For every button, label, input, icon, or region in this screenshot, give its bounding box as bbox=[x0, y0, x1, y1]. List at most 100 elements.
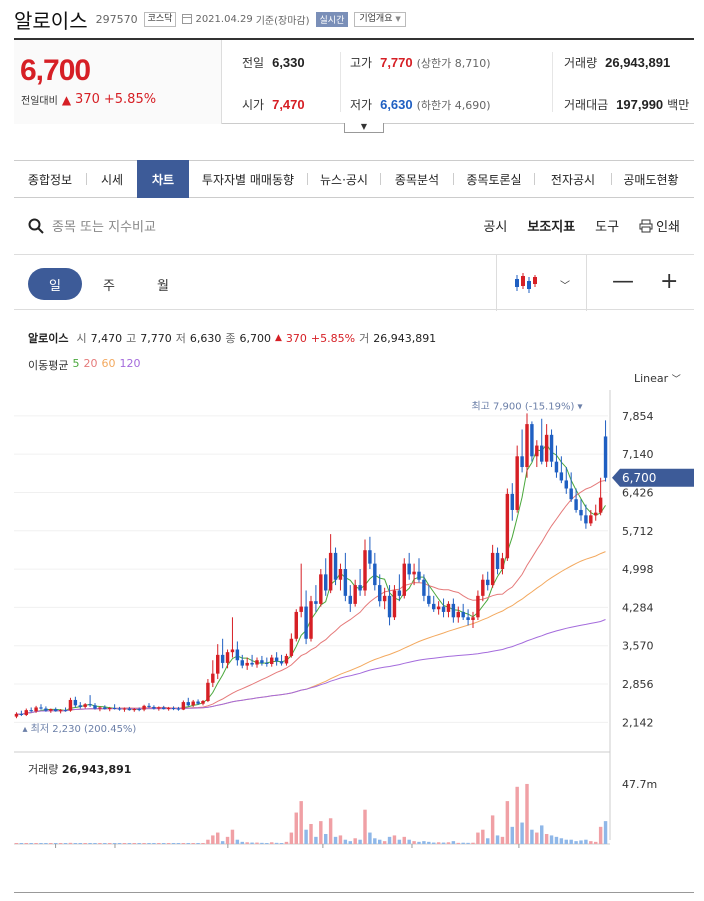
ma-label: 이동평균 bbox=[28, 359, 69, 372]
candle bbox=[162, 707, 166, 710]
candle bbox=[603, 436, 608, 478]
period-week-button[interactable]: 주 bbox=[103, 278, 115, 294]
zoom-in-button[interactable]: + bbox=[660, 269, 679, 294]
min-price-annotation: ▴ 최저 2,230 (200.45%) bbox=[22, 723, 136, 735]
candle bbox=[378, 585, 382, 602]
candle bbox=[427, 595, 431, 604]
zoom-out-button[interactable]: — bbox=[612, 269, 634, 294]
volume-bar bbox=[348, 841, 352, 844]
candle bbox=[392, 590, 397, 618]
volume-bar bbox=[142, 843, 146, 844]
tab-quotes[interactable]: 시세 bbox=[100, 172, 124, 187]
divider bbox=[586, 255, 587, 311]
tab-bar: 종합정보 시세 차트 투자자별 매매동향 뉴스·공시 종목분석 종목토론실 전자… bbox=[14, 160, 694, 198]
candle bbox=[73, 699, 78, 706]
volume-bar bbox=[68, 842, 73, 844]
high-label: 고가 bbox=[350, 56, 373, 70]
prev-close-label: 전일 bbox=[242, 56, 265, 70]
volume-bar bbox=[544, 833, 549, 844]
candle bbox=[500, 558, 505, 569]
volume-bar bbox=[378, 839, 382, 844]
volume-bar bbox=[564, 839, 568, 844]
volume-bar bbox=[260, 842, 264, 844]
ma5-legend[interactable]: 5 bbox=[72, 357, 80, 370]
volume-bar bbox=[328, 818, 333, 844]
volume-bar bbox=[603, 821, 608, 844]
tab-overview[interactable]: 종합정보 bbox=[27, 172, 73, 187]
tab-news-notice[interactable]: 뉴스·공시 bbox=[320, 172, 368, 187]
ma20-legend[interactable]: 20 bbox=[83, 357, 98, 370]
compare-search[interactable]: 종목 또는 지수비교 bbox=[28, 216, 156, 235]
indicator-button[interactable]: 보조지표 bbox=[527, 220, 576, 235]
tab-discussion[interactable]: 종목토론실 bbox=[466, 172, 522, 187]
candle bbox=[540, 445, 544, 462]
open-value: 7,470 bbox=[272, 97, 305, 112]
candle bbox=[137, 709, 141, 711]
volume-bar bbox=[333, 836, 338, 844]
volume-bar bbox=[220, 841, 225, 844]
ma60-legend[interactable]: 60 bbox=[101, 357, 116, 370]
tab-separator bbox=[86, 173, 87, 185]
tab-analysis[interactable]: 종목분석 bbox=[394, 172, 440, 187]
volume-bar bbox=[510, 826, 514, 844]
volume-value: 26,943,891 bbox=[605, 55, 671, 70]
volume-bar bbox=[58, 843, 63, 844]
candle bbox=[147, 705, 151, 707]
candle bbox=[279, 661, 284, 664]
volume-bar bbox=[594, 841, 598, 844]
volume-bar bbox=[73, 843, 78, 844]
chevron-down-icon[interactable]: ﹀ bbox=[560, 281, 570, 292]
notice-button[interactable]: 공시 bbox=[483, 220, 508, 235]
volume-bar bbox=[147, 843, 151, 844]
volume-bar bbox=[216, 832, 220, 844]
period-month-button[interactable]: 월 bbox=[157, 278, 169, 294]
volume-bar bbox=[589, 841, 593, 844]
scale-mode-dropdown[interactable]: Linear ﹀ bbox=[634, 372, 681, 385]
volume-bar bbox=[358, 839, 362, 844]
volume-bar bbox=[520, 822, 524, 844]
print-button[interactable]: 인쇄 bbox=[639, 216, 680, 235]
volume-bar bbox=[451, 841, 456, 844]
candle bbox=[122, 708, 127, 710]
amount-label: 거래대금 bbox=[564, 98, 609, 112]
volume-bar bbox=[476, 832, 480, 844]
volume-bar bbox=[211, 835, 215, 844]
volume-bar bbox=[387, 836, 392, 844]
current-price: 6,700 bbox=[20, 54, 91, 87]
candle bbox=[476, 595, 480, 618]
ma120-legend[interactable]: 120 bbox=[119, 357, 141, 370]
volume-bar bbox=[78, 843, 82, 844]
expand-toggle-chevron-icon[interactable]: ▼ bbox=[344, 123, 384, 133]
tab-investor-trends[interactable]: 투자자별 매매동향 bbox=[201, 172, 295, 187]
volume-bar bbox=[382, 841, 387, 844]
period-day-button[interactable]: 일 bbox=[28, 268, 82, 300]
candle bbox=[78, 705, 82, 707]
search-input[interactable]: 종목 또는 지수비교 bbox=[52, 220, 156, 235]
volume-bar bbox=[250, 842, 254, 844]
candle bbox=[166, 707, 171, 710]
candle bbox=[432, 603, 436, 610]
volume-cell: 거래량 26,943,891 bbox=[564, 54, 670, 71]
info-stock-name: 알로이스 bbox=[28, 332, 69, 345]
volume-bar bbox=[63, 843, 68, 844]
max-price-annotation: 최고 7,900 (-15.19%) ▾ bbox=[471, 400, 582, 412]
volume-bar bbox=[397, 839, 402, 844]
candle bbox=[598, 497, 603, 513]
volume-bar bbox=[368, 832, 372, 844]
drawing-tools-button[interactable]: 도구 bbox=[595, 220, 620, 235]
candle bbox=[49, 709, 53, 711]
volume-bar bbox=[176, 843, 181, 844]
volume-bar bbox=[152, 843, 156, 844]
company-overview-button[interactable]: 기업개요 ▼ bbox=[354, 11, 406, 27]
volume-bar bbox=[284, 841, 289, 844]
candlestick-chart-type-icon[interactable] bbox=[514, 273, 540, 293]
candle bbox=[152, 706, 156, 709]
volume-bar bbox=[490, 815, 495, 844]
price-chart[interactable]: 7,854 7,140 6,426 5,712 4,998 4,284 3,570 2,856… bbox=[0, 390, 704, 850]
realtime-badge[interactable]: 실시간 bbox=[315, 11, 349, 27]
tab-short-selling[interactable]: 공매도현황 bbox=[623, 172, 679, 187]
tab-chart[interactable]: 차트 bbox=[137, 160, 189, 198]
tab-disclosure[interactable]: 전자공시 bbox=[550, 172, 596, 187]
change-pct: +5.85% bbox=[103, 92, 157, 107]
amount-unit: 백만 bbox=[667, 98, 690, 112]
